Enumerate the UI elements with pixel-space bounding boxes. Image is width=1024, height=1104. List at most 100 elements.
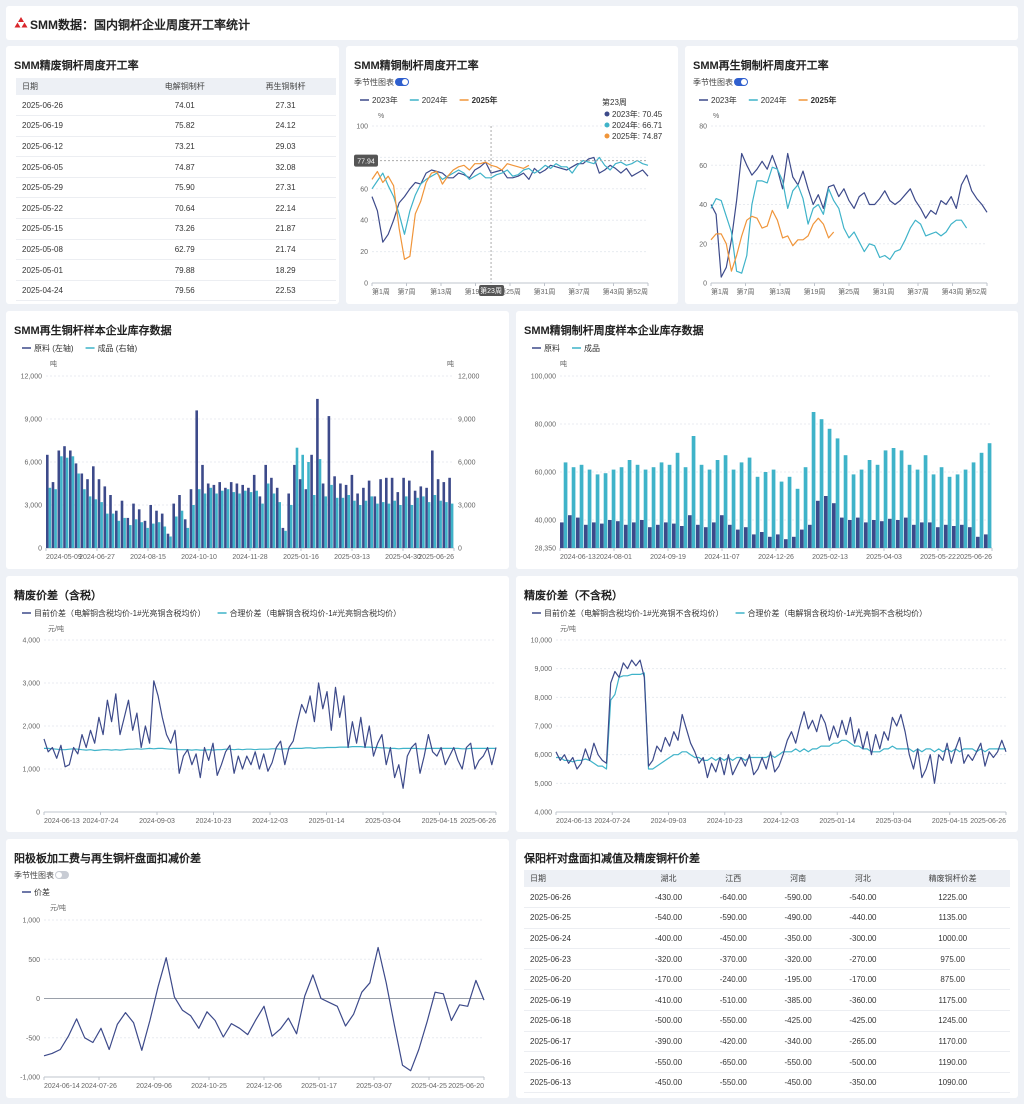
table-cell: 2025-06-26 bbox=[16, 95, 135, 117]
bar-raw bbox=[616, 521, 620, 548]
table-card-deduction: 保阳杆对盘面扣减值及精废铜杆价差 日期 湖北 江西 河南 河北 精废铜杆价差 2025-06… bbox=[516, 839, 1018, 1098]
bar-finished bbox=[715, 460, 720, 548]
bar-finished bbox=[907, 464, 912, 548]
bar-raw bbox=[880, 521, 884, 548]
table-cell: -240.00 bbox=[700, 969, 766, 991]
bar-raw bbox=[888, 518, 892, 548]
x-tick-label: 2025-04-25 bbox=[411, 1083, 447, 1090]
table-cell: -385.00 bbox=[765, 989, 831, 1012]
bar-finished bbox=[404, 496, 408, 548]
table-row: 2025-06-16 -550.00 -650.00 -550.00 -500.00 11… bbox=[524, 1051, 1010, 1073]
toggle-knob[interactable] bbox=[402, 79, 408, 85]
legend-item: 原料 (左轴) bbox=[34, 343, 74, 353]
toggle-knob[interactable] bbox=[741, 79, 747, 85]
bar-raw bbox=[744, 527, 748, 548]
seasonal-toggle[interactable] bbox=[395, 78, 409, 86]
table-cell: -500.00 bbox=[636, 1010, 701, 1032]
bar-finished bbox=[376, 503, 379, 548]
bar-finished bbox=[691, 436, 696, 548]
bar-finished bbox=[627, 460, 632, 548]
series-line-1 bbox=[371, 156, 649, 235]
bar-raw bbox=[680, 526, 684, 548]
bar-raw bbox=[310, 454, 313, 548]
tooltip-item: 2023年: 70.45 bbox=[612, 109, 663, 119]
card-title: SMM精铜制杆周度开工率 bbox=[354, 60, 479, 72]
table-cell: -400.00 bbox=[636, 928, 701, 950]
bar-raw bbox=[247, 487, 250, 548]
y-tick-label: 40,000 bbox=[535, 518, 557, 525]
y-tick-label: 4,000 bbox=[22, 638, 40, 645]
table-cell: 1170.00 bbox=[895, 1031, 1010, 1053]
bar-raw bbox=[86, 479, 89, 548]
bar-finished bbox=[416, 497, 419, 548]
bar-finished bbox=[169, 536, 172, 548]
seasonal-toggle-label: 季节性图表 bbox=[14, 870, 54, 880]
table-cell: 75.82 bbox=[134, 115, 236, 137]
table-cell: 74.87 bbox=[134, 156, 236, 178]
bar-raw bbox=[166, 533, 170, 548]
chart-recycled-inventory: 原料 (左轴) 成品 (右轴) 吨 吨 0 0 3,000 3,000 6,000 6,000 9,… bbox=[21, 343, 480, 561]
bar-finished bbox=[883, 450, 888, 548]
y-tick-label: 100 bbox=[356, 124, 368, 131]
table-cell: 2025-06-12 bbox=[16, 136, 135, 158]
toggle-knob[interactable] bbox=[56, 872, 62, 878]
legend-item: 2025年 bbox=[472, 95, 498, 105]
series-line-2 bbox=[371, 161, 530, 260]
column-header: 精废铜杆价差 bbox=[895, 870, 1010, 887]
x-tick-label: 2024-05-09 bbox=[46, 554, 82, 561]
bar-finished bbox=[803, 467, 808, 548]
x-tick-label: 第52周 bbox=[626, 287, 648, 296]
x-tick-label: 2024-09-19 bbox=[650, 554, 686, 561]
legend-item: 2024年 bbox=[422, 95, 448, 105]
bar-finished bbox=[393, 500, 396, 548]
bar-raw bbox=[704, 527, 708, 548]
x-tick-label: 2025-04-15 bbox=[932, 818, 968, 825]
bar-raw bbox=[608, 520, 612, 548]
bar-raw bbox=[413, 490, 417, 548]
table-cell: -490.00 bbox=[765, 907, 831, 929]
bar-raw bbox=[952, 526, 956, 548]
table-cell: -540.00 bbox=[636, 907, 701, 929]
bar-raw bbox=[390, 477, 394, 548]
x-tick-label: 2024-11-07 bbox=[704, 554, 739, 561]
bar-finished bbox=[83, 489, 86, 548]
bar-raw bbox=[448, 477, 451, 548]
y-tick-label: -1,000 bbox=[20, 1075, 40, 1082]
table-cell: 2025-06-17 bbox=[524, 1031, 637, 1053]
bar-finished bbox=[180, 510, 184, 548]
y-tick-label: 0 bbox=[703, 281, 707, 288]
bar-raw bbox=[339, 483, 342, 548]
y-tick-label: 20 bbox=[360, 249, 368, 256]
seasonal-toggle[interactable] bbox=[55, 871, 69, 879]
bar-finished bbox=[278, 502, 281, 548]
series-line-2 bbox=[710, 209, 835, 272]
tooltip-title: 第23周 bbox=[602, 97, 627, 107]
x-tick-label: 第31周 bbox=[534, 287, 556, 296]
y-tick-label: 80,000 bbox=[535, 422, 557, 429]
table-cell: -510.00 bbox=[700, 989, 766, 1012]
bar-raw bbox=[373, 496, 377, 548]
bar-raw bbox=[143, 520, 147, 548]
series-line-1 bbox=[710, 166, 968, 274]
table-cell: 2025-06-19 bbox=[16, 115, 135, 137]
table-cell: 32.08 bbox=[235, 156, 336, 178]
y-tick-label: 4,000 bbox=[534, 810, 552, 817]
x-tick-label: 2025-04-03 bbox=[866, 554, 902, 561]
y-tick-label: 9,000 bbox=[24, 417, 42, 424]
column-header: 日期 bbox=[16, 78, 135, 95]
bar-raw bbox=[664, 522, 668, 548]
bar-finished bbox=[330, 484, 333, 548]
bar-finished bbox=[117, 520, 121, 548]
x-tick-label: 2025-06-26 bbox=[418, 554, 454, 561]
x-tick-label: 第37周 bbox=[907, 287, 929, 296]
seasonal-toggle[interactable] bbox=[734, 78, 748, 86]
bar-finished bbox=[899, 450, 904, 548]
y-tick-label: 0 bbox=[38, 546, 42, 553]
bar-finished bbox=[611, 469, 616, 548]
y-right-unit-label: 吨 bbox=[447, 359, 454, 368]
bar-raw bbox=[442, 482, 446, 548]
bar-finished bbox=[301, 454, 304, 548]
y-unit-label: % bbox=[713, 113, 719, 120]
x-tick-label: 第37周 bbox=[568, 287, 590, 296]
bar-raw bbox=[840, 517, 844, 548]
